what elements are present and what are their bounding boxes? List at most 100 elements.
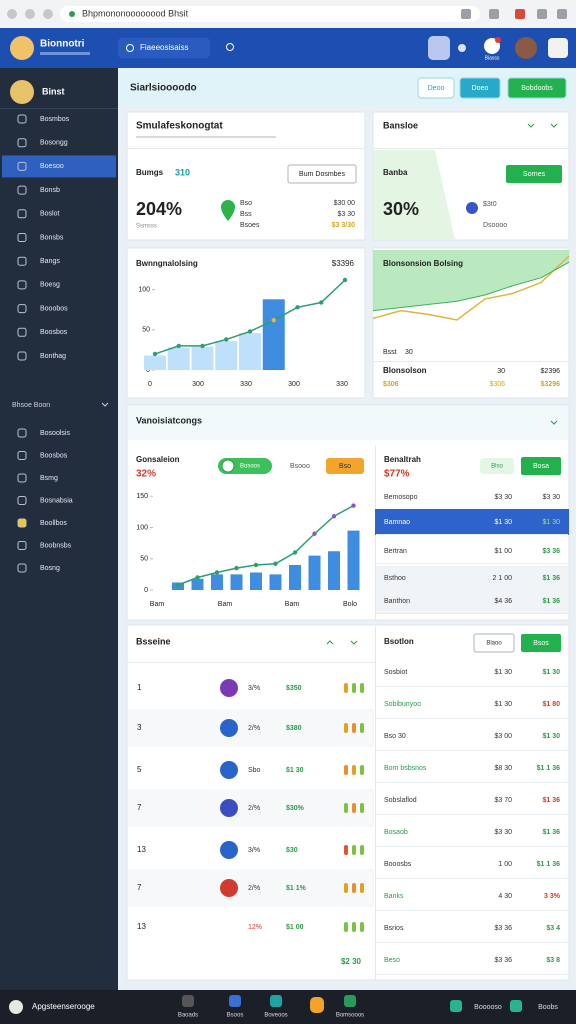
toolbar-icon[interactable] xyxy=(515,9,525,19)
nav-item[interactable]: Boesg xyxy=(40,282,60,289)
nav-item[interactable]: Bosoolsis xyxy=(40,430,70,437)
app-header xyxy=(0,28,576,68)
row-pct: Sbo xyxy=(248,767,261,774)
pill-button[interactable] xyxy=(480,458,514,474)
nav-item[interactable]: Boesoo xyxy=(40,163,64,170)
search-icon xyxy=(126,44,134,52)
chart-total: $3396 xyxy=(332,259,355,268)
row-index: 5 xyxy=(137,765,142,774)
action-button[interactable] xyxy=(507,77,567,99)
table-cell: $1 30 xyxy=(542,733,560,740)
nav-item[interactable]: Booobos xyxy=(40,305,68,312)
action-label: Deoo xyxy=(428,85,445,92)
action-button[interactable] xyxy=(459,77,501,99)
tray-label: Booooso xyxy=(474,1004,502,1011)
taskbar-app[interactable] xyxy=(229,995,241,1007)
status-dot xyxy=(360,883,364,893)
table-cell: Bamnao xyxy=(384,519,410,526)
notify-button[interactable] xyxy=(428,36,450,60)
nav-group: Bhsoe Boon xyxy=(12,402,50,409)
filter-button[interactable] xyxy=(287,164,357,184)
chevron xyxy=(527,123,558,128)
panel-divider xyxy=(375,626,376,980)
address-bar[interactable] xyxy=(60,6,480,22)
nav-item[interactable]: Bosongg xyxy=(40,140,68,147)
table-cell: $8 30 xyxy=(494,765,512,772)
nav-item[interactable]: Bangs xyxy=(40,258,60,265)
row-bg xyxy=(128,869,374,907)
taskbar-app[interactable] xyxy=(344,995,356,1007)
row-icon xyxy=(220,799,238,817)
row-divider xyxy=(376,534,568,535)
taskbar-app-label: Bsoos xyxy=(227,1013,244,1019)
tray-icon xyxy=(450,1000,462,1012)
pill-button[interactable] xyxy=(473,633,515,653)
search-box[interactable] xyxy=(118,38,210,58)
orange-button[interactable] xyxy=(326,458,364,474)
nav-item[interactable]: Bsmg xyxy=(40,475,58,482)
nav-icon xyxy=(17,541,27,550)
toolbar-icon[interactable] xyxy=(461,9,471,19)
green-button[interactable] xyxy=(521,634,561,652)
y-tick-label: 100 xyxy=(138,286,150,293)
toolbar-icon[interactable] xyxy=(537,9,547,19)
nav-item[interactable]: Boosbos xyxy=(40,329,68,336)
nav-item[interactable]: Bonsb xyxy=(40,187,60,194)
table-cell: Sobslaflod xyxy=(384,797,417,804)
lock-icon xyxy=(69,11,75,17)
taskbar-app-label: Boveoos xyxy=(264,1013,287,1019)
nav-item[interactable]: Boosbos xyxy=(40,452,68,459)
status-dot xyxy=(360,683,364,693)
nav-item[interactable]: Boslot xyxy=(40,211,60,218)
toolbar-icon[interactable] xyxy=(557,9,567,19)
nav-icon xyxy=(17,114,27,124)
toolbar-icon[interactable] xyxy=(489,9,499,19)
row-divider xyxy=(376,910,568,911)
y-tick-label: 100 xyxy=(136,524,148,531)
card-tint xyxy=(373,150,455,240)
nav-icon xyxy=(17,138,27,148)
sidebar xyxy=(0,68,118,990)
x-tick-label: Bam xyxy=(285,601,300,608)
table-cell: $1 36 xyxy=(542,575,560,582)
sort-button[interactable] xyxy=(506,165,562,183)
row-pct: 2/% xyxy=(248,725,260,732)
row-icon xyxy=(220,879,238,897)
action-button[interactable] xyxy=(417,77,455,99)
nav-item[interactable]: Boobnsbs xyxy=(40,542,72,549)
tray-icon xyxy=(510,1000,522,1012)
x-tick-label: 300 xyxy=(192,381,204,388)
row-pct: 2/% xyxy=(248,805,260,812)
x-tick-label: 330 xyxy=(240,381,252,388)
bar xyxy=(211,574,223,590)
y-tick-label: 0 xyxy=(146,367,150,374)
nav-item[interactable]: Bosmbos xyxy=(40,116,70,123)
legend-label: $3t0 xyxy=(483,201,497,208)
taskbar-app[interactable] xyxy=(270,995,282,1007)
nav-item[interactable]: Bosng xyxy=(40,565,60,572)
nav-item[interactable]: Boollbos xyxy=(40,520,67,527)
y-tick-label: 0 xyxy=(144,587,148,594)
y-tick-label: 50 xyxy=(142,327,150,334)
nav-icon xyxy=(17,304,27,314)
line-point xyxy=(224,337,229,342)
table-cell: Banks xyxy=(384,893,404,900)
table-cell: $1 1 36 xyxy=(537,765,560,772)
taskbar-app[interactable] xyxy=(310,997,324,1013)
nav-item[interactable]: Bosnabsia xyxy=(40,497,73,504)
nav-icon xyxy=(17,233,27,242)
row-divider xyxy=(376,942,568,943)
active-highlight xyxy=(2,155,116,178)
nav-item[interactable]: Bonthag xyxy=(40,353,66,360)
row-pct: 3/% xyxy=(248,847,260,854)
green-button[interactable] xyxy=(521,457,561,475)
settings-icon[interactable] xyxy=(548,38,568,58)
row-pct: 2/% xyxy=(248,885,260,892)
logo xyxy=(10,36,34,60)
table-cell: $1 00 xyxy=(494,548,512,555)
taskbar-app[interactable] xyxy=(182,995,194,1007)
y-tick-label: 150 xyxy=(136,493,148,500)
row-highlight xyxy=(375,509,569,535)
nav-item[interactable]: Bonsbs xyxy=(40,234,64,241)
taskbar-app-label: Bomsooos xyxy=(336,1013,364,1019)
